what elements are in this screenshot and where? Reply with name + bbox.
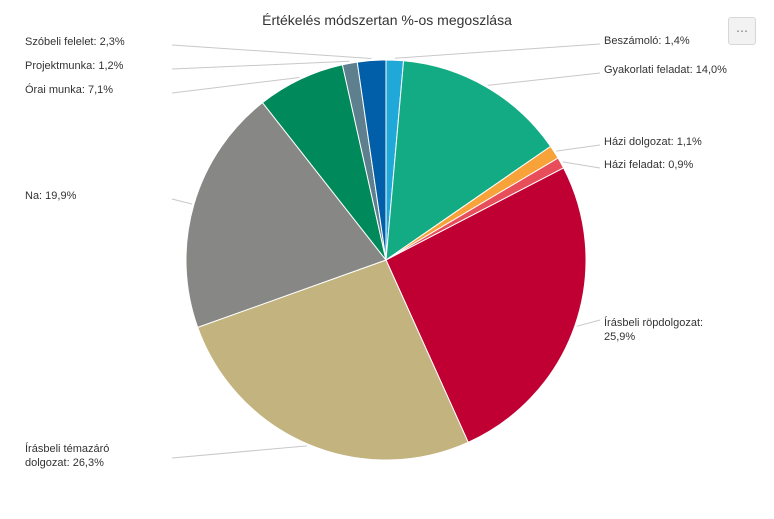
pie-slices bbox=[185, 59, 587, 461]
leader-line bbox=[171, 60, 350, 70]
slice-label: Projektmunka: 1,2% bbox=[25, 60, 124, 72]
leader-line bbox=[562, 161, 601, 169]
slice-label: Gyakorlati feladat: 14,0% bbox=[604, 64, 727, 76]
slice-label: Beszámoló: 1,4% bbox=[604, 35, 690, 47]
slice-label: Na: 19,9% bbox=[25, 190, 77, 202]
leader-line bbox=[394, 43, 601, 59]
leader-line bbox=[556, 144, 601, 152]
pie-slice[interactable] bbox=[385, 60, 552, 262]
leader-line bbox=[487, 72, 601, 86]
leader-line bbox=[171, 445, 308, 459]
pie-slice[interactable] bbox=[197, 259, 469, 461]
leader-line bbox=[576, 319, 601, 327]
leader-lines bbox=[171, 43, 601, 459]
slice-labels: Beszámoló: 1,4% Gyakorlati feladat: 14,0%… bbox=[25, 35, 727, 469]
pie-slice[interactable] bbox=[185, 101, 387, 329]
pie-slice[interactable] bbox=[385, 167, 587, 443]
slice-label: Írásbeli röpdolgozat: 25,9% bbox=[604, 316, 703, 343]
slice-label: Szóbeli felelet: 2,3% bbox=[25, 36, 125, 48]
slice-label: Házi dolgozat: 1,1% bbox=[604, 136, 702, 148]
leader-line bbox=[171, 198, 193, 205]
chart-menu-button[interactable]: ⋯ bbox=[728, 17, 756, 45]
slice-label: Órai munka: 7,1% bbox=[25, 83, 113, 96]
leader-line bbox=[171, 44, 372, 59]
pie-slice[interactable] bbox=[356, 59, 387, 261]
leader-line bbox=[171, 77, 300, 94]
slice-label: Írásbeli témazáró dolgozat: 26,3% bbox=[25, 442, 109, 469]
more-horizontal-icon: ⋯ bbox=[736, 24, 748, 38]
chart-title: Értékelés módszertan %-os megoszlása bbox=[262, 12, 512, 28]
slice-label: Házi feladat: 0,9% bbox=[604, 159, 693, 171]
